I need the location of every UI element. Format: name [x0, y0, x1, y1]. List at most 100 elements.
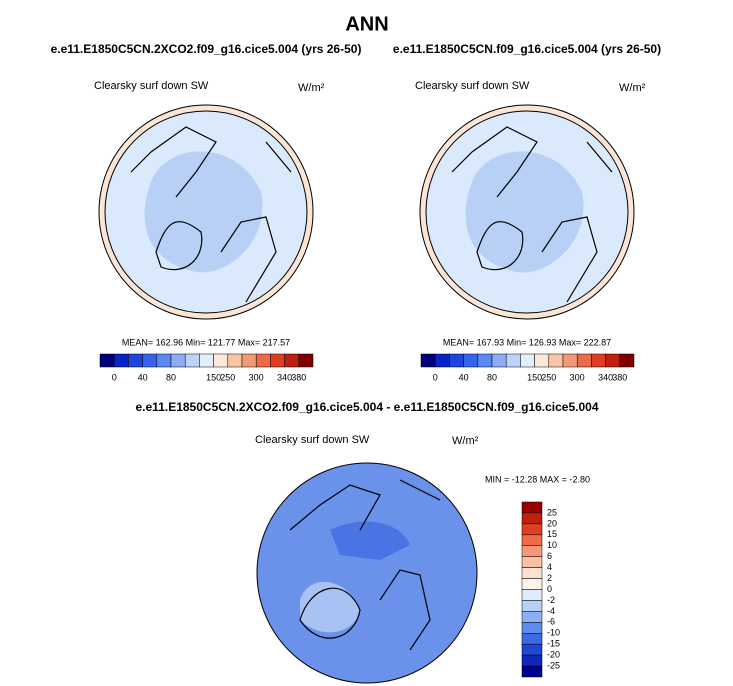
colorbar-label: 4 [547, 562, 552, 572]
colorbar-box [284, 353, 300, 368]
colorbar-box [420, 353, 436, 368]
map-shade [330, 521, 410, 560]
colorbar-label: 25 [547, 507, 557, 517]
coastline [451, 126, 613, 303]
colorbar-label: 150 [206, 372, 221, 382]
colorbar-box [434, 353, 450, 368]
colorbar-box [521, 611, 543, 623]
stats: MEAN= 162.96 Min= 121.77 Max= 217.57 [122, 337, 290, 347]
colorbar-label: -10 [547, 628, 560, 638]
colorbar-label: 380 [291, 372, 306, 382]
units: W/m² [452, 435, 479, 447]
colorbar-box [521, 545, 543, 557]
colorbar-label: -6 [547, 617, 555, 627]
colorbar-label: 6 [547, 551, 552, 561]
colorbar-box [521, 534, 543, 546]
map-shade [465, 151, 584, 273]
map-ocean [256, 462, 478, 684]
colorbar-box [128, 353, 143, 368]
colorbar-box [521, 578, 543, 590]
panel-case: e.e11.E1850C5CN.2XCO2.f09_g16.cice5.004 … [51, 42, 362, 56]
map-border [98, 104, 314, 320]
colorbar-label: 2 [547, 573, 552, 583]
colorbar-label: -15 [547, 639, 560, 649]
colorbar-label: -4 [547, 606, 555, 616]
colorbar-box [270, 353, 285, 368]
colorbar-label: 20 [547, 518, 557, 528]
colorbar-label: 40 [138, 372, 148, 382]
colorbar-label: -2 [547, 595, 555, 605]
colorbar-label: 0 [433, 372, 438, 382]
colorbar-box [298, 353, 314, 368]
colorbar-label: 40 [459, 372, 469, 382]
figure-title: ANN [345, 13, 388, 35]
map-shade [300, 581, 360, 633]
field-name: Clearsky surf down SW [94, 80, 209, 92]
colorbar-box [521, 567, 543, 579]
stats: MEAN= 167.93 Min= 126.93 Max= 222.87 [443, 337, 611, 347]
colorbar-box [184, 353, 200, 368]
colorbar-box [576, 353, 592, 368]
colorbar-label: 80 [487, 372, 497, 382]
colorbar-box [520, 353, 535, 368]
units: W/m² [619, 82, 646, 94]
colorbar-label: 0 [547, 584, 552, 594]
colorbar-box [521, 589, 543, 601]
colorbar-label: 340 [598, 372, 613, 382]
panel-case: e.e11.E1850C5CN.f09_g16.cice5.004 (yrs 2… [393, 42, 661, 56]
colorbar-box [170, 353, 186, 368]
colorbar-box [449, 353, 464, 368]
colorbar-box [605, 353, 621, 368]
colorbar-box [99, 353, 115, 368]
colorbar-box [521, 556, 543, 568]
colorbar-label: 300 [570, 372, 585, 382]
map-shade [144, 151, 263, 273]
colorbar-label: 340 [277, 372, 292, 382]
colorbar-label: 80 [166, 372, 176, 382]
field-name: Clearsky surf down SW [415, 80, 530, 92]
colorbar-label: 0 [112, 372, 117, 382]
field-name: Clearsky surf down SW [255, 434, 370, 446]
colorbar-box [521, 600, 543, 612]
colorbar-box [521, 512, 543, 525]
colorbar-box [227, 353, 243, 368]
colorbar-box [562, 353, 578, 368]
colorbar-box [534, 353, 550, 368]
colorbar-box [521, 643, 543, 656]
colorbar-box [463, 353, 479, 368]
colorbar-box [521, 654, 543, 667]
colorbar-label: 10 [547, 540, 557, 550]
colorbar-label: 15 [547, 529, 557, 539]
colorbar-box [477, 353, 493, 368]
stats: MIN = -12.28 MAX = -2.80 [485, 474, 590, 484]
colorbar-box [521, 622, 543, 634]
colorbar-box [142, 353, 158, 368]
units: W/m² [298, 82, 325, 94]
colorbar-box [213, 353, 229, 368]
colorbar-box [521, 665, 543, 678]
colorbar-box [548, 353, 564, 368]
colorbar-label: 250 [541, 372, 556, 382]
colorbar-label: 380 [612, 372, 627, 382]
colorbar-label: -25 [547, 660, 560, 670]
colorbar-box [156, 353, 172, 368]
colorbar-box [521, 523, 543, 536]
colorbar-box [241, 353, 257, 368]
colorbar-label: 150 [527, 372, 542, 382]
diff-case: e.e11.E1850C5CN.2XCO2.f09_g16.cice5.004 … [136, 400, 599, 414]
colorbar-box [521, 633, 543, 645]
colorbar-box [255, 353, 271, 368]
map-border [419, 104, 635, 320]
colorbar-box [199, 353, 214, 368]
coastline [289, 479, 441, 651]
colorbar-box [521, 501, 543, 514]
colorbar-box [619, 353, 635, 368]
coastline [130, 126, 292, 303]
colorbar-box [591, 353, 606, 368]
colorbar-label: 250 [220, 372, 235, 382]
colorbar-label: -20 [547, 650, 560, 660]
colorbar-box [491, 353, 507, 368]
colorbar-label: 300 [249, 372, 264, 382]
colorbar-box [113, 353, 129, 368]
